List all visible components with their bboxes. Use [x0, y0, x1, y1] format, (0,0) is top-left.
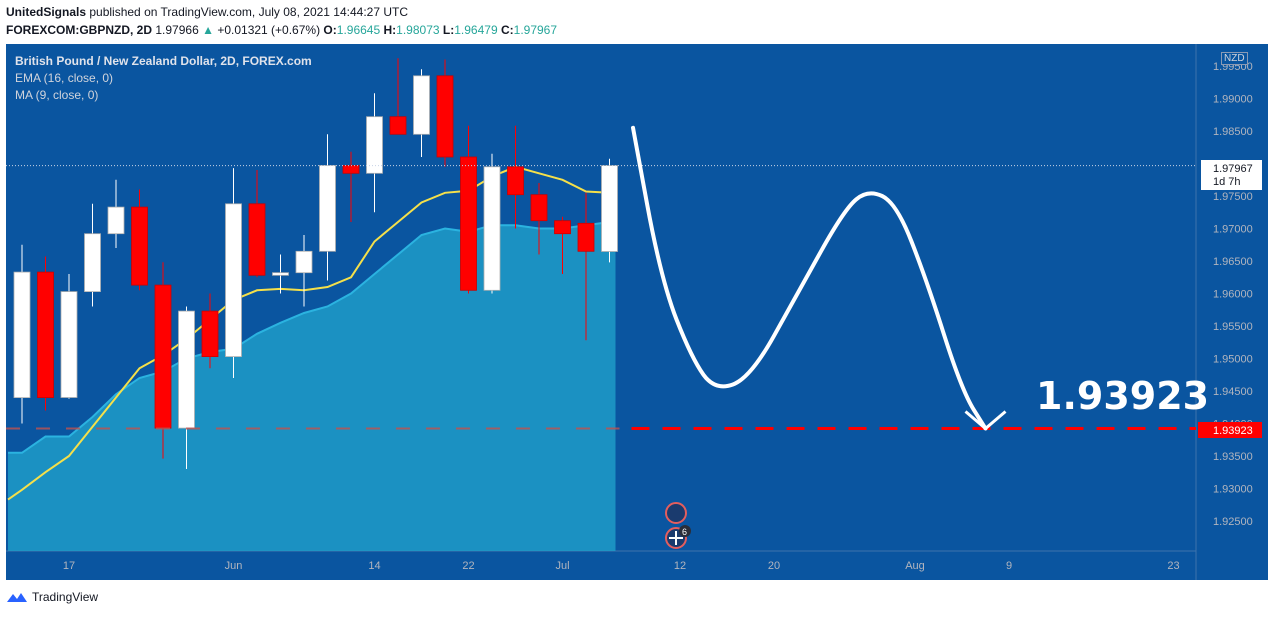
candle-body — [60, 291, 78, 398]
y-tick-label: 1.93000 — [1213, 484, 1253, 496]
candle-body — [413, 75, 430, 135]
symbol-label: FOREXCOM:GBPNZD, 2D — [6, 23, 153, 37]
published-text: published on TradingView.com, July 08, 2… — [89, 5, 409, 19]
x-tick-label: Jun — [225, 560, 243, 572]
target-annotation: 1.93923 — [1036, 374, 1209, 418]
candle-body — [295, 250, 313, 274]
x-tick-label: 12 — [674, 560, 686, 572]
event-count: 6 — [682, 527, 687, 537]
last-price: 1.97966 — [155, 23, 199, 37]
candle-body — [577, 222, 595, 252]
projection-drawing[interactable] — [631, 125, 1007, 431]
close-value: 1.97967 — [513, 23, 558, 37]
candle-body — [554, 220, 571, 235]
candle-body — [366, 116, 383, 174]
candle-body — [272, 272, 289, 276]
y-tick-label: 1.93500 — [1213, 451, 1253, 463]
currency-badge[interactable]: NZD — [1221, 52, 1248, 65]
last-price-badge-countdown: 1d 7h — [1213, 176, 1241, 188]
candle-body — [37, 271, 54, 399]
x-tick-label: 14 — [368, 560, 380, 572]
candle-body — [201, 310, 219, 358]
event-flags[interactable]: 6 — [665, 502, 691, 549]
y-tick-label: 1.97500 — [1213, 191, 1253, 203]
target-price-badge: 1.93923 — [1198, 422, 1262, 438]
projection-arrowhead — [964, 410, 1007, 431]
footer-brand: TradingView — [32, 590, 99, 604]
projection-curve — [631, 125, 988, 431]
high-label: H: — [383, 23, 397, 37]
y-tick-label: 1.95500 — [1213, 321, 1253, 333]
candle-body — [436, 75, 454, 158]
publisher-name[interactable]: UnitedSignals — [6, 5, 87, 19]
x-tick-label: 9 — [1006, 560, 1012, 572]
y-tick-label: 1.97000 — [1213, 224, 1253, 236]
candles — [13, 58, 618, 469]
tradingview-logo-icon — [7, 593, 27, 602]
uk-cross-icon — [669, 531, 683, 545]
ma-line — [8, 221, 610, 454]
x-tick-label: 17 — [63, 560, 75, 572]
candle-body — [248, 203, 266, 276]
target-price-badge-value: 1.93923 — [1213, 425, 1253, 437]
candle-body — [342, 165, 360, 174]
last-price-badge-value: 1.97967 — [1213, 163, 1253, 175]
ma-area — [8, 221, 616, 551]
legend-ma[interactable]: MA (9, close, 0) — [15, 88, 99, 102]
price-axis[interactable]: 1.995001.990001.985001.980001.975001.970… — [1213, 61, 1253, 528]
y-tick-label: 1.99000 — [1213, 94, 1253, 106]
last-price-badge: 1.97967 1d 7h — [1201, 160, 1262, 190]
candle-body — [225, 203, 242, 358]
candle-body — [131, 206, 148, 286]
up-triangle-icon: ▲ — [202, 23, 214, 37]
price-lines — [6, 165, 1196, 430]
candle-body — [107, 206, 125, 235]
y-tick-label: 1.96000 — [1213, 289, 1253, 301]
tradingview-footer[interactable]: TradingView — [6, 590, 98, 604]
y-tick-label: 1.98500 — [1213, 126, 1253, 138]
y-tick-label: 1.96500 — [1213, 256, 1253, 268]
candle-body — [319, 165, 336, 252]
candle-body — [460, 156, 477, 291]
high-value: 1.98073 — [396, 23, 440, 37]
candle-body — [507, 166, 524, 196]
candle-body — [483, 166, 501, 291]
x-tick-label: Aug — [905, 560, 925, 572]
candle-body — [84, 233, 101, 292]
low-label: L: — [442, 23, 455, 37]
ma-area-fill — [8, 222, 616, 551]
event-count-badge — [679, 525, 691, 537]
publish-header: UnitedSignals published on TradingView.c… — [6, 5, 408, 19]
time-axis[interactable]: 17 Jun 14 22 Jul 12 20 Aug 9 23 — [63, 560, 1180, 572]
candle-body — [154, 284, 172, 429]
open-value: 1.96645 — [336, 23, 381, 37]
nz-flag-icon — [665, 502, 687, 524]
price-change: +0.01321 (+0.67%) — [217, 23, 321, 37]
legend-ema[interactable]: EMA (16, close, 0) — [15, 71, 114, 85]
y-tick-label: 1.94500 — [1213, 386, 1253, 398]
close-label: C: — [500, 23, 514, 37]
x-tick-label: 22 — [462, 560, 474, 572]
y-tick-label: 1.92500 — [1213, 516, 1253, 528]
candle-body — [389, 116, 407, 135]
candle-body — [601, 165, 618, 252]
y-tick-label: 1.95000 — [1213, 354, 1253, 366]
legend-title[interactable]: British Pound / New Zealand Dollar, 2D, … — [15, 54, 312, 68]
x-tick-label: Jul — [555, 560, 569, 572]
ohlc-header: FOREXCOM:GBPNZD, 2D 1.97966 ▲ +0.01321 (… — [6, 23, 557, 37]
candle-body — [530, 194, 548, 222]
x-tick-label: 23 — [1167, 560, 1179, 572]
open-label: O: — [323, 23, 337, 37]
candle-body — [13, 271, 31, 399]
low-value: 1.96479 — [454, 23, 498, 37]
candle-body — [178, 310, 195, 429]
x-tick-label: 20 — [768, 560, 780, 572]
